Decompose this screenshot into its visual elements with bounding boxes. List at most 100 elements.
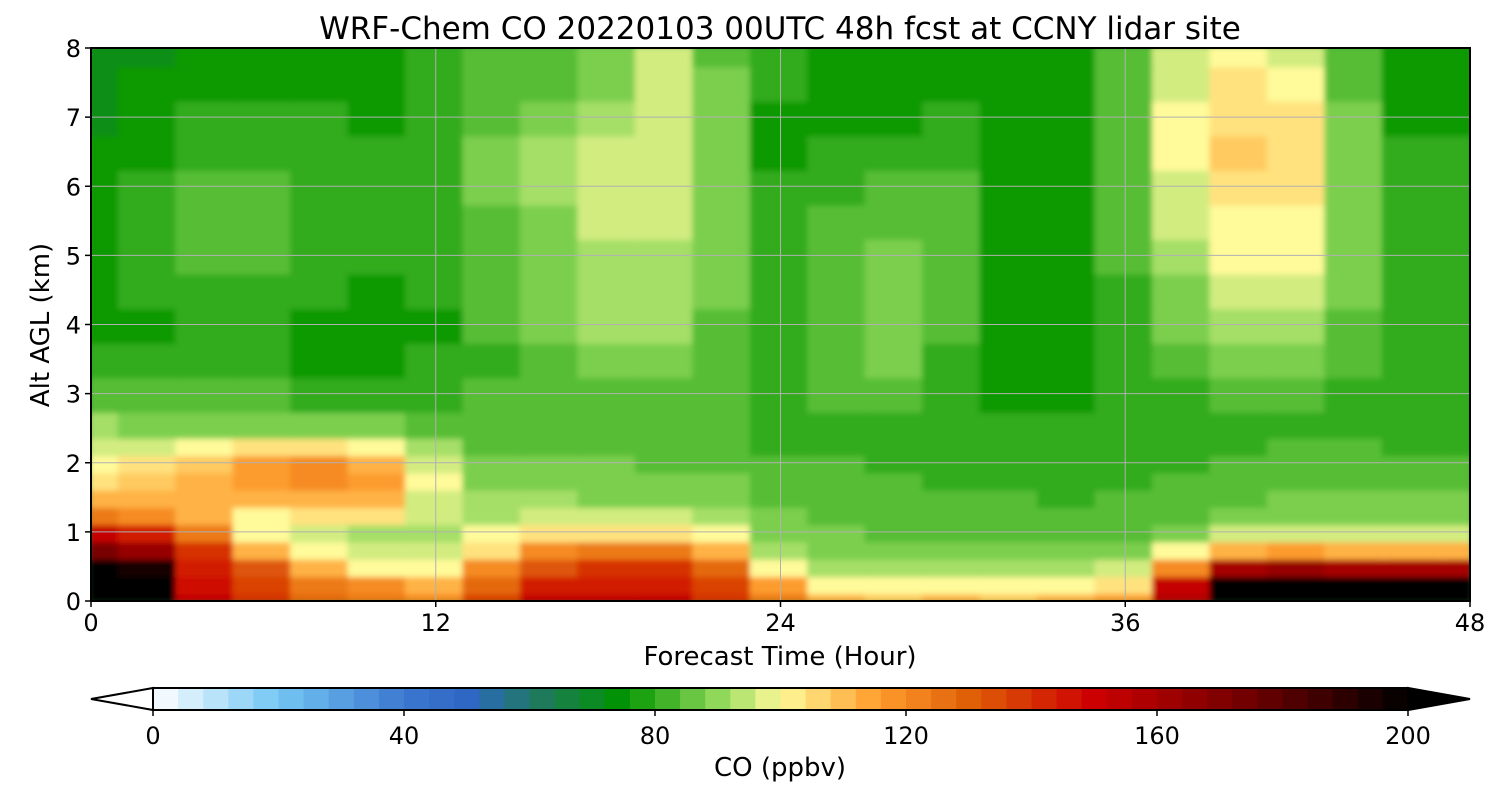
heatmap-cell — [1151, 434, 1214, 457]
heatmap-cell — [634, 503, 697, 526]
heatmap-cell — [1381, 538, 1444, 560]
heatmap-cell — [864, 201, 927, 241]
heatmap-cell — [347, 270, 410, 310]
heatmap-cell — [347, 132, 410, 171]
heatmap-cell — [290, 201, 352, 241]
heatmap-cell — [1381, 434, 1444, 457]
heatmap-cell — [1324, 503, 1386, 526]
heatmap-cell — [577, 201, 639, 241]
heatmap-cell — [577, 573, 639, 595]
colorbar-segment — [1282, 688, 1309, 710]
heatmap-cell — [1381, 590, 1444, 601]
heatmap-cell — [462, 132, 524, 171]
heatmap-cell — [1266, 408, 1329, 439]
heatmap-cell — [1439, 486, 1470, 508]
colorbar-segment — [1106, 688, 1133, 710]
heatmap-cell — [692, 434, 754, 457]
heatmap-cell — [692, 408, 754, 439]
heatmap-cell — [1266, 590, 1329, 601]
heatmap-cell — [979, 434, 1042, 457]
heatmap-cell — [519, 132, 582, 171]
colorbar-segment — [278, 688, 305, 710]
colorbar-segment — [680, 688, 706, 710]
heatmap-cell — [807, 486, 869, 508]
heatmap-cell — [117, 48, 180, 68]
heatmap-cell — [347, 590, 410, 601]
heatmap-cell — [232, 270, 295, 310]
colorbar-segment — [479, 688, 505, 710]
heatmap-cell — [634, 201, 697, 241]
heatmap-cell — [807, 573, 869, 595]
heatmap-cell — [232, 555, 295, 578]
x-axis: 0 12 24 36 48 — [83, 601, 1485, 637]
colorbar-segment — [504, 688, 531, 710]
heatmap-cell — [91, 48, 122, 68]
heatmap-cell — [1324, 63, 1386, 102]
colorbar-label: CO (ppbv) — [714, 753, 846, 783]
heatmap-cell — [175, 408, 237, 439]
heatmap-cell — [864, 573, 927, 595]
heatmap-cell — [1037, 132, 1099, 171]
heatmap-cell — [91, 469, 122, 491]
heatmap-cell — [922, 270, 984, 310]
heatmap-cell — [807, 590, 869, 601]
colorbar-segment — [880, 688, 907, 710]
heatmap-cell — [634, 573, 697, 595]
heatmap-cell — [1324, 408, 1386, 439]
heatmap-cell — [290, 503, 352, 526]
heatmap-cell — [922, 573, 984, 595]
heatmap-cell — [175, 503, 237, 526]
heatmap-cell — [1324, 573, 1386, 595]
heatmap-cell — [1037, 469, 1099, 491]
heatmap-cell — [1439, 408, 1470, 439]
heatmap-cell — [1037, 590, 1099, 601]
heatmap-cell — [462, 486, 524, 508]
heatmap-cell — [91, 63, 122, 102]
heatmap-cell — [1037, 201, 1099, 241]
heatmap-cell — [91, 590, 122, 601]
heatmap-cell — [1151, 503, 1214, 526]
heatmap-cell — [290, 590, 352, 601]
heatmap-cell — [462, 63, 524, 102]
heatmap-cell — [1381, 555, 1444, 578]
heatmap-cell — [634, 590, 697, 601]
heatmap-cell — [922, 538, 984, 560]
heatmap-cell — [1209, 538, 1271, 560]
heatmap-cell — [1151, 555, 1214, 578]
heatmap-cell — [634, 132, 697, 171]
colorbar-segment — [1257, 688, 1284, 710]
colorbar-segment — [353, 688, 380, 710]
x-tick-label: 48 — [1455, 609, 1486, 637]
heatmap-cell — [175, 339, 237, 379]
heatmap-cell — [175, 573, 237, 595]
heatmap-cell — [1324, 434, 1386, 457]
heatmap-cell — [1209, 48, 1271, 68]
heatmap-cell — [117, 486, 180, 508]
heatmap-cell — [979, 538, 1042, 560]
heatmap-cell — [922, 503, 984, 526]
heatmap-cell — [922, 339, 984, 379]
heatmap-cell — [634, 339, 697, 379]
heatmap-cell — [117, 339, 180, 379]
colorbar-segment — [253, 688, 280, 710]
heatmap-cell — [91, 201, 122, 241]
heatmap-cell — [91, 408, 122, 439]
heatmap-cell — [1381, 63, 1444, 102]
heatmap-cell — [519, 63, 582, 102]
colorbar-segment — [303, 688, 330, 710]
heatmap-cell — [462, 201, 524, 241]
heatmap-cell — [290, 555, 352, 578]
heatmap-cell — [1381, 48, 1444, 68]
colorbar-tick-label: 40 — [389, 722, 420, 750]
heatmap-cell — [91, 339, 122, 379]
colorbar-segment — [855, 688, 882, 710]
heatmap-cell — [347, 573, 410, 595]
heatmap-cell — [807, 469, 869, 491]
heatmap-cell — [864, 270, 927, 310]
heatmap-cell — [1209, 201, 1271, 241]
x-tick-label: 24 — [765, 609, 796, 637]
heatmap-cell — [1266, 201, 1329, 241]
heatmap-cell — [979, 408, 1042, 439]
colorbar-segment — [404, 688, 430, 710]
heatmap-cell — [462, 538, 524, 560]
